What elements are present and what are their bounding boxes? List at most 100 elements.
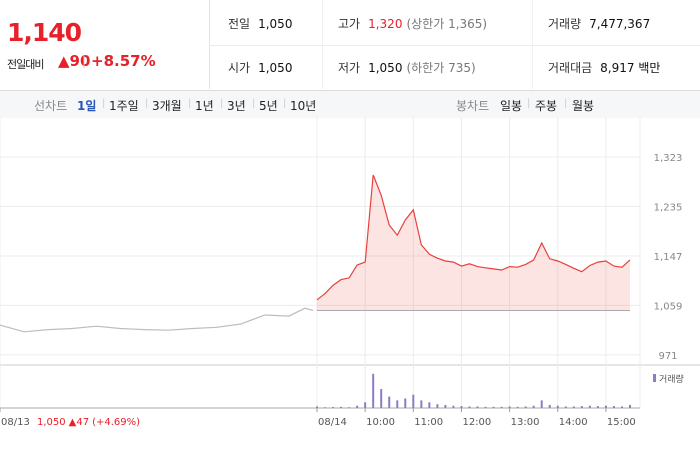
stat-cell: 거래대금 8,917 백만 [548,59,660,76]
volume-bar [540,400,543,408]
prev-summary: 1,050 ▲47 (+4.69%) [37,417,140,428]
y-tick-label: 1,147 [654,252,683,263]
stat-note: (상한가 1,365) [406,17,488,31]
volume-bar [316,406,318,408]
price-line [0,307,314,333]
volume-bar [484,406,487,408]
y-tick-label: 1,323 [654,153,683,164]
stat-label: 고가 [338,17,361,31]
volume-bar [356,405,359,408]
price-line [316,174,631,301]
tab-label: 선차트 [34,99,68,113]
stat-note: (하한가 735) [406,61,476,75]
volume-bar [564,406,567,408]
volume-bar [340,406,343,408]
volume-bar [532,405,535,408]
volume-bar [524,406,527,408]
volume-bar [380,389,383,408]
volume-bar [548,404,551,408]
volume-bar [468,406,471,408]
candle-tab[interactable]: 주봉 [535,99,558,113]
tab-sep: | [102,98,106,109]
volume-bar [332,407,335,408]
period-tab[interactable]: 10년 [290,99,317,113]
candle-tab[interactable]: 일봉 [500,99,523,113]
period-tab[interactable]: 3년 [227,99,246,113]
stat-value: 1,050 [258,17,293,31]
x-tick-label: 10:00 [366,417,395,428]
tab-label: 봉차트 [456,99,490,113]
x-tick-label: 13:00 [511,417,540,428]
tab-sep: | [252,98,256,109]
stat-cell: 시가 1,050 [228,59,292,76]
stat-label: 거래량 [548,17,582,31]
volume-bar [428,402,431,408]
prev-rate: (+4.69%) [92,417,140,428]
x-tick-label: 08/14 [318,417,347,428]
period-tab[interactable]: 1년 [195,99,214,113]
volume-bar [604,405,607,408]
quote-panel: 1,140 전일대비 ▲90 | +8.57% 전일 1,050 고가 1,320 (상… [0,0,700,90]
legend-swatch [653,374,656,382]
stat-cell: 저가 1,050 (하한가 735) [338,59,476,76]
volume-bar [572,406,575,408]
chart-bg [0,118,700,450]
tab-sep: | [283,98,287,109]
volume-bar [372,373,375,408]
stat-cell: 거래량 7,477,367 [548,15,650,32]
candle-tab[interactable]: 월봉 [572,99,595,113]
chart: 1,323 1,235 1,147 1,059 971 08/13 08/14 10:00 11… [0,118,700,450]
x-tick-label: 14:00 [559,417,588,428]
tab-sep: | [564,98,568,109]
volume-bar [620,406,623,408]
volume-bar [596,406,599,408]
y-tick-label: 971 [658,351,677,362]
stat-value: 8,917 백만 [600,61,661,75]
volume-bar [364,402,367,408]
stat-label: 전일 [228,17,251,31]
volume-bar [412,394,415,408]
volume-bar [500,406,503,408]
tab-bar: 선차트 1일 1주일 | 3개월 | 1년 | 3년 | 5년 | 10년 | 봉차트 일봉 주봉 | 월봉 | [0,90,700,119]
volume-bar [348,407,351,408]
volume-bar [588,405,591,408]
legend-label: 거래량 [659,373,684,385]
volume-bar [476,406,479,408]
volume-bar [508,406,511,408]
price: 1,140 [7,18,82,47]
x-tick-label: 15:00 [607,417,636,428]
stat-cell: 전일 1,050 [228,15,292,32]
change-label: 전일대비 [7,58,44,71]
change-rate: +8.57% [91,52,156,70]
change: ▲90 [58,52,91,70]
volume-bar [492,406,495,408]
volume-bar [388,396,391,408]
volume-bar [420,400,423,408]
stat-value: 1,050 [258,61,293,75]
volume-bar [452,405,455,408]
price-area [317,175,630,311]
tab-sep: | [527,98,531,109]
volume-bar [460,406,463,408]
stat-label: 거래대금 [548,61,593,75]
period-tab[interactable]: 3개월 [152,99,182,113]
tab-sep: | [188,98,192,109]
y-tick-label: 1,235 [654,202,683,213]
row-divider [210,45,700,46]
price-box: 1,140 전일대비 ▲90 | +8.57% [0,0,210,89]
col-divider [532,0,533,89]
volume-bar [444,404,447,408]
stat-value: 1,050 [368,61,403,75]
volume-bar [436,404,439,408]
period-tab[interactable]: 5년 [259,99,278,113]
period-tab[interactable]: 1주일 [109,99,139,113]
tab-sep: | [145,98,149,109]
prev-close: 1,050 [37,417,66,428]
volume-bar [516,406,519,408]
stat-label: 시가 [228,61,251,75]
period-tab[interactable]: 1일 [77,99,97,113]
divider: | [82,54,87,68]
volume-bar [612,406,615,408]
volume-bar [580,406,583,408]
